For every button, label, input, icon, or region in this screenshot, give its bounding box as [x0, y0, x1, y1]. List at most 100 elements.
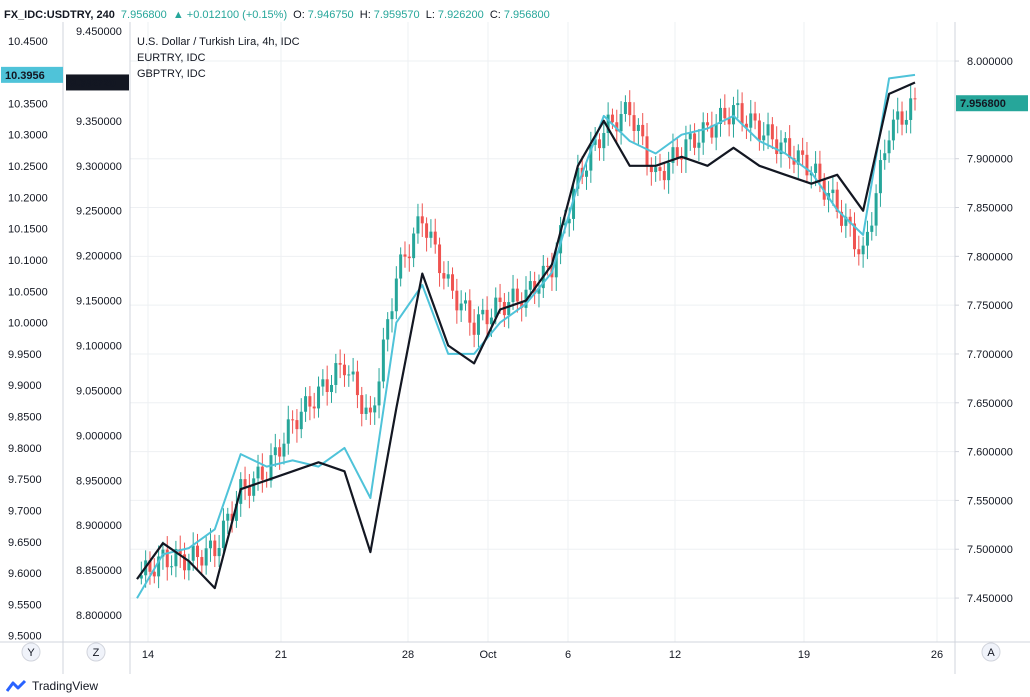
candle-body [252, 478, 256, 496]
symbol-header: FX_IDC:USDTRY, 240 7.956800 ▲ +0.012100 … [4, 8, 553, 22]
candle-body [459, 303, 463, 311]
candle-body [753, 113, 757, 121]
eurtry-line [136, 73, 916, 599]
candle-body [641, 124, 645, 137]
eurtry-tick-label: 9.9500 [8, 349, 42, 361]
candle-body [887, 140, 891, 154]
candle-body [221, 520, 225, 549]
gbptry-tick-label: 9.100000 [76, 340, 122, 352]
candle-body [286, 419, 290, 444]
candle-body [360, 395, 364, 414]
open-value: 7.946750 [307, 9, 354, 21]
candle-body [861, 245, 865, 255]
candle-body [157, 556, 161, 577]
candle-body [636, 124, 640, 131]
candle-body [273, 447, 277, 456]
candle-body [896, 111, 900, 120]
candle-body [308, 396, 312, 407]
candle-body [891, 119, 895, 141]
candle-body [528, 281, 532, 290]
eurtry-tick-label: 9.8500 [8, 412, 42, 424]
low-value: 7.926200 [437, 9, 484, 21]
candle-body [170, 566, 174, 568]
candle-body [256, 466, 260, 479]
candle-body [567, 218, 571, 224]
candle-body [451, 274, 455, 291]
eurtry-tick-label: 10.1500 [8, 224, 48, 236]
usdtry-tick-label: 7.750000 [967, 300, 1013, 312]
candle-body [420, 216, 424, 224]
eurtry-tick-label: 10.1000 [8, 255, 48, 267]
x-tick-label: 28 [402, 649, 414, 661]
candle-body [900, 111, 904, 125]
candle-body [330, 384, 333, 393]
candle-body [606, 114, 610, 134]
candle-body [394, 278, 398, 312]
candle-body [576, 167, 580, 189]
candle-body [416, 216, 420, 234]
candle-body [174, 548, 178, 567]
candle-body [649, 165, 653, 173]
legend-eurtry: EURTRY, IDC [137, 52, 206, 64]
candle-body [438, 244, 442, 274]
candle-body [835, 189, 839, 212]
candle-body [299, 411, 303, 430]
candle-body [706, 122, 710, 126]
axis-mode-button [86, 642, 106, 662]
candle-body [455, 290, 459, 311]
grid-lines [130, 22, 955, 642]
candle-body [243, 479, 247, 487]
tradingview-logo-icon [6, 679, 27, 692]
candle-body [796, 150, 800, 165]
candle-body [840, 211, 844, 226]
candle-body [494, 297, 498, 318]
candle-body [844, 216, 848, 226]
candle-body [226, 513, 230, 521]
candle-body [697, 142, 701, 148]
candle-body [857, 249, 861, 255]
candle-body [377, 381, 381, 406]
axis-mode-button [21, 642, 41, 662]
price-chart[interactable]: 142128Oct612192610.450010.400010.350010.… [0, 22, 1030, 674]
eurtry-tick-label: 9.9000 [8, 380, 42, 392]
candle-body [619, 114, 623, 132]
eurtry-tick-label: 10.4500 [8, 36, 48, 48]
usdtry-tick-label: 8.000000 [967, 56, 1013, 68]
candle-body [446, 274, 450, 279]
high-label: H: [359, 9, 371, 21]
candle-body [390, 311, 394, 320]
candle-body [278, 447, 282, 457]
last-price: 7.956800 [120, 9, 167, 21]
eurtry-tick-label: 9.8000 [8, 443, 42, 455]
candle-body [805, 154, 809, 176]
candle-body [187, 560, 191, 571]
candle-body [178, 548, 182, 555]
candle-body [788, 138, 792, 159]
x-tick-label: 6 [565, 649, 571, 661]
close-value: 7.956800 [503, 9, 550, 21]
candle-body [208, 540, 212, 549]
candle-body [675, 147, 679, 158]
candle-body [904, 119, 908, 125]
candle-body [217, 548, 221, 557]
x-tick-label: 21 [275, 649, 287, 661]
x-tick-label: 12 [669, 649, 681, 661]
legend-gbptry: GBPTRY, IDC [137, 68, 206, 80]
usdtry-current-label: 7.956800 [960, 98, 1006, 110]
gbptry-current-label: 9.392720 [70, 77, 116, 89]
candle-body [463, 300, 467, 304]
tradingview-brand: TradingView [32, 679, 99, 693]
candle-body [615, 122, 619, 132]
candle-body [511, 288, 515, 303]
candle-body [762, 135, 766, 141]
candle-body [152, 571, 156, 577]
usdtry-current-label-bg [956, 95, 1028, 112]
candle-body [260, 466, 264, 480]
candle-body [433, 231, 437, 245]
axis-mode-label: Z [93, 647, 100, 659]
candle-body [831, 189, 835, 194]
candle-body [295, 420, 299, 430]
eurtry-tick-label: 10.2500 [8, 161, 48, 173]
candle-body [234, 503, 238, 521]
candle-body [407, 256, 411, 259]
